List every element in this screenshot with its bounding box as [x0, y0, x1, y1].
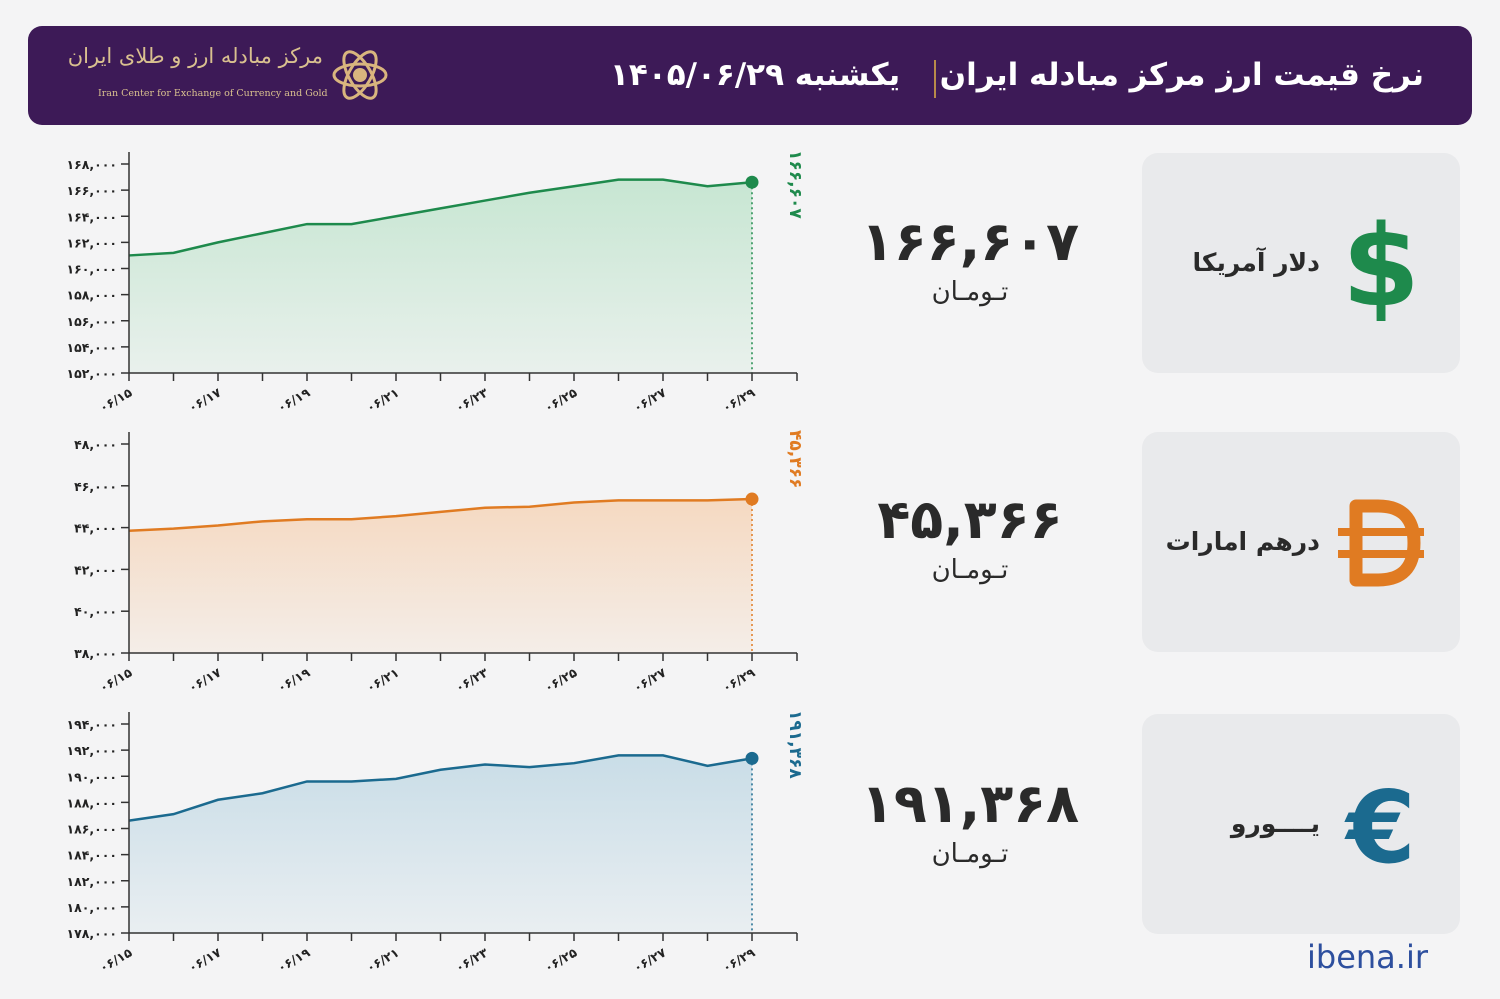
dollar-price-block: ۱۶۶,۶۰۷ تـومـان [840, 210, 1100, 310]
series-line [128, 754, 753, 822]
dirham-price: ۴۵,۳۶۶ [877, 488, 1063, 551]
dollar-chart: ۱۵۲,۰۰۰ ۱۵۴,۰۰۰ ۱۵۶,۰۰۰ ۱۵۸,۰۰۰ ۱۶۰,۰۰۰ ۱۶۲,۰… [40, 140, 820, 430]
x-tick-label: ۰۶/۲۱ [364, 665, 402, 696]
x-tick-label: ۰۶/۲۳ [453, 944, 491, 975]
dollar-sign-icon: $ [1342, 205, 1420, 321]
last-value-label: ۱۹۱,۳۶۸ [785, 710, 805, 779]
last-point-marker [745, 175, 759, 189]
y-tick-label: ۱۶۲,۰۰۰ [66, 235, 117, 250]
dirham-price-unit: تـومـان [931, 555, 1009, 585]
y-tick-label: ۱۸۶,۰۰۰ [66, 822, 117, 837]
dirham-chart-svg: ۳۸,۰۰۰ ۴۰,۰۰۰ ۴۲,۰۰۰ ۴۴,۰۰۰ ۴۶,۰۰۰ ۴۸,۰۰۰ ۰۶/۱… [74, 430, 805, 696]
euro-price-unit: تـومـان [931, 839, 1009, 869]
y-tick-label: ۱۸۰,۰۰۰ [66, 900, 117, 915]
y-tick-label: ۱۶۶,۰۰۰ [66, 183, 117, 198]
y-tick-label: ۱۶۰,۰۰۰ [66, 262, 117, 277]
x-tick-label: ۰۶/۱۹ [275, 944, 313, 975]
logo-english-text: Iran Center for Exchange of Currency and… [98, 88, 328, 99]
y-tick-label: ۳۸,۰۰۰ [74, 646, 117, 661]
area-fill [129, 755, 752, 933]
x-tick-label: ۰۶/۲۹ [720, 944, 758, 975]
euro-sign-icon: € [1344, 769, 1416, 882]
y-tick-label: ۱۵۲,۰۰۰ [66, 366, 117, 381]
x-tick-label: ۰۶/۱۵ [97, 384, 135, 415]
last-point-marker [745, 751, 759, 765]
logo-emblem-icon [332, 50, 388, 100]
dollar-name: دلار آمریکا [1192, 248, 1320, 277]
site-url: ibena.ir [1307, 938, 1428, 976]
euro-chart-svg: ۱۷۸,۰۰۰ ۱۸۰,۰۰۰ ۱۸۲,۰۰۰ ۱۸۴,۰۰۰ ۱۸۶,۰۰۰ ۱۸۸,۰… [66, 710, 805, 976]
x-tick-label: ۰۶/۲۷ [631, 944, 669, 975]
x-tick-label: ۰۶/۲۳ [453, 664, 491, 695]
y-tick-label: ۱۸۴,۰۰۰ [66, 848, 117, 863]
y-tick-label: ۴۶,۰۰۰ [74, 479, 117, 494]
y-tick-label: ۱۸۲,۰۰۰ [66, 874, 117, 889]
dollar-chart-svg: ۱۵۲,۰۰۰ ۱۵۴,۰۰۰ ۱۵۶,۰۰۰ ۱۵۸,۰۰۰ ۱۶۰,۰۰۰ ۱۶۲,۰… [66, 150, 805, 416]
x-tick-label: ۰۶/۱۷ [186, 664, 224, 695]
last-value-label: ۱۶۶,۶۰۷ [785, 150, 805, 219]
dirham-chart: ۳۸,۰۰۰ ۴۰,۰۰۰ ۴۲,۰۰۰ ۴۴,۰۰۰ ۴۶,۰۰۰ ۴۸,۰۰۰ ۰۶/۱… [40, 420, 820, 710]
header-separator [934, 60, 936, 98]
svg-text:$: $ [1342, 205, 1420, 321]
area-fill [129, 499, 752, 653]
y-tick-label: ۱۸۸,۰۰۰ [66, 795, 117, 810]
y-tick-label: ۴۴,۰۰۰ [74, 521, 117, 536]
y-tick-label: ۱۶۴,۰۰۰ [66, 209, 117, 224]
euro-price-block: ۱۹۱,۳۶۸ تـومـان [840, 772, 1100, 872]
header-banner: مرکز مبادله ارز و طلای ایران Iran Center… [28, 26, 1472, 125]
dollar-card: دلار آمریکا $ [1142, 153, 1460, 373]
x-tick-label: ۰۶/۲۵ [542, 384, 580, 415]
y-tick-label: ۱۶۸,۰۰۰ [66, 157, 117, 172]
last-point-marker [745, 492, 759, 506]
euro-name: یــــورو [1230, 809, 1320, 838]
last-value-label: ۴۵,۳۶۶ [785, 430, 805, 488]
y-tick-label: ۴۰,۰۰۰ [74, 604, 117, 619]
header-date: یکشنبه ۱۴۰۵/۰۶/۲۹ [610, 57, 901, 93]
euro-price: ۱۹۱,۳۶۸ [860, 772, 1080, 835]
euro-chart: ۱۷۸,۰۰۰ ۱۸۰,۰۰۰ ۱۸۲,۰۰۰ ۱۸۴,۰۰۰ ۱۸۶,۰۰۰ ۱۸۸,۰… [40, 700, 820, 990]
x-tick-label: ۰۶/۲۵ [542, 944, 580, 975]
series-line [128, 497, 753, 532]
x-tick-label: ۰۶/۱۹ [275, 384, 313, 415]
x-tick-label: ۰۶/۱۵ [97, 944, 135, 975]
dirham-price-block: ۴۵,۳۶۶ تـومـان [840, 488, 1100, 588]
y-tick-label: ۴۸,۰۰۰ [74, 437, 117, 452]
dirham-sign-icon [1338, 499, 1424, 587]
y-tick-label: ۴۲,۰۰۰ [74, 562, 117, 577]
svg-text:€: € [1344, 769, 1416, 882]
logo-persian-text: مرکز مبادله ارز و طلای ایران [67, 44, 323, 68]
area-fill [129, 179, 752, 373]
y-tick-label: ۱۵۴,۰۰۰ [66, 340, 117, 355]
x-tick-label: ۰۶/۱۷ [186, 384, 224, 415]
x-tick-label: ۰۶/۲۹ [720, 384, 758, 415]
y-tick-label: ۱۵۸,۰۰۰ [66, 288, 117, 303]
x-tick-label: ۰۶/۲۷ [631, 384, 669, 415]
dollar-price: ۱۶۶,۶۰۷ [860, 210, 1080, 273]
x-tick-label: ۰۶/۱۹ [275, 664, 313, 695]
euro-card: یــــورو € [1142, 714, 1460, 934]
x-tick-label: ۰۶/۲۱ [364, 385, 402, 416]
x-tick-label: ۰۶/۲۷ [631, 664, 669, 695]
y-tick-label: ۱۵۶,۰۰۰ [66, 314, 117, 329]
ice-logo: مرکز مبادله ارز و طلای ایران Iran Center… [67, 42, 398, 112]
y-tick-label: ۱۹۰,۰۰۰ [66, 769, 117, 784]
x-tick-label: ۰۶/۱۷ [186, 944, 224, 975]
x-tick-label: ۰۶/۲۱ [364, 945, 402, 976]
y-tick-label: ۱۹۴,۰۰۰ [66, 717, 117, 732]
series-line [128, 178, 753, 257]
dirham-name: درهم امارات [1165, 527, 1320, 556]
y-tick-label: ۱۷۸,۰۰۰ [66, 926, 117, 941]
x-tick-label: ۰۶/۲۳ [453, 384, 491, 415]
dirham-card: درهم امارات [1142, 432, 1460, 652]
page-title: نرخ قیمت ارز مرکز مبادله ایران [939, 57, 1424, 93]
x-tick-label: ۰۶/۲۹ [720, 664, 758, 695]
dollar-price-unit: تـومـان [931, 277, 1009, 307]
x-tick-label: ۰۶/۱۵ [97, 664, 135, 695]
x-tick-label: ۰۶/۲۵ [542, 664, 580, 695]
y-tick-label: ۱۹۲,۰۰۰ [66, 743, 117, 758]
